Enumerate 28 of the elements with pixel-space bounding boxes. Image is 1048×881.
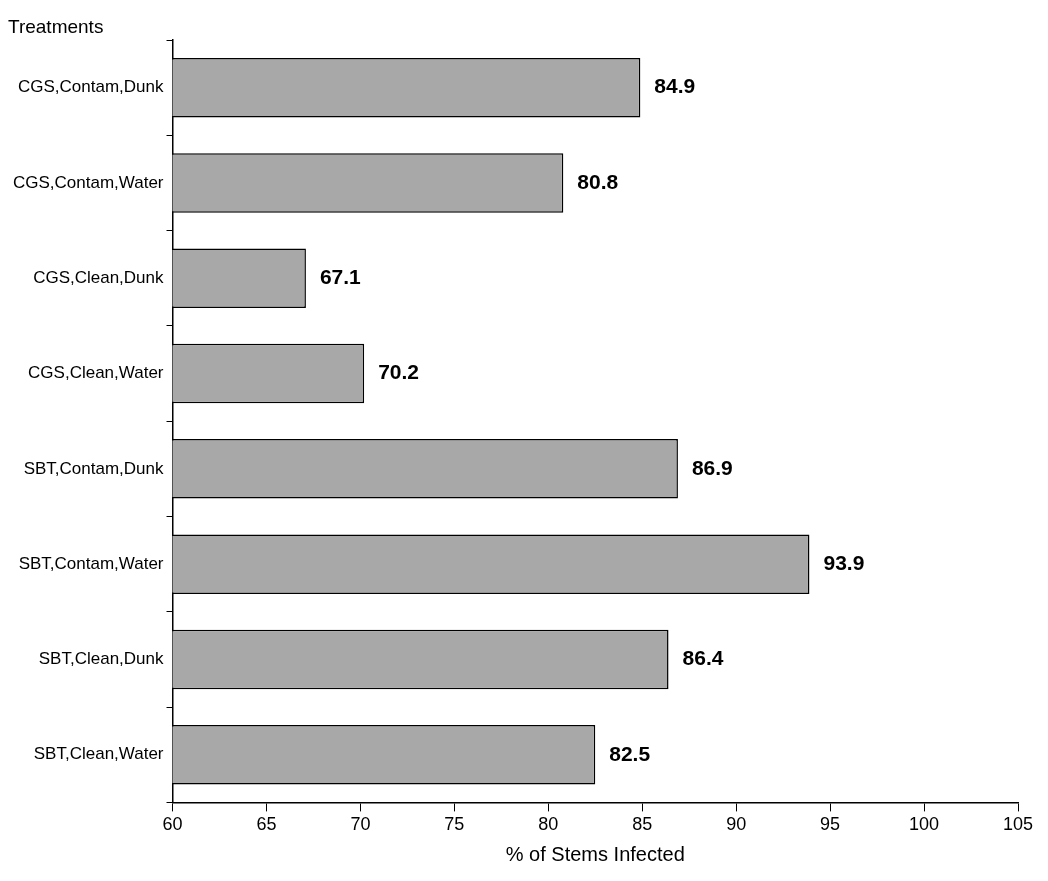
- y-tick-label: CGS,Clean,Dunk: [33, 267, 165, 287]
- data-label: 86.4: [682, 646, 724, 670]
- data-label: 93.9: [823, 550, 865, 574]
- x-tick-label: 85: [632, 814, 653, 835]
- data-label: 80.8: [577, 169, 619, 193]
- x-tick-label: 75: [444, 814, 465, 835]
- x-tick-label: 80: [538, 814, 559, 835]
- data-label: 84.9: [654, 74, 696, 98]
- data-label: 67.1: [319, 265, 362, 289]
- y-tick-label: CGS,Contam,Dunk: [18, 77, 165, 97]
- x-tick-label: 95: [820, 814, 841, 835]
- x-tick-label: 65: [256, 814, 277, 835]
- data-label: 82.5: [609, 741, 651, 765]
- y-tick-label: SBT,Contam,Dunk: [23, 458, 165, 478]
- x-tick-label: 70: [350, 814, 371, 835]
- x-tick-label: 100: [909, 814, 940, 835]
- y-tick-label: SBT,Contam,Water: [18, 553, 164, 573]
- y-tick-label: CGS,Clean,Water: [28, 363, 164, 383]
- data-label: 86.9: [691, 455, 733, 479]
- y-tick-label: CGS,Contam,Water: [12, 172, 164, 192]
- x-tick-label: 105: [1002, 814, 1034, 835]
- y-tick-label: SBT,Clean,Dunk: [38, 649, 165, 669]
- y-axis-title: Treatments: [8, 15, 104, 37]
- x-axis-title: % of Stems Infected: [505, 842, 685, 865]
- data-label: 70.2: [378, 360, 420, 384]
- y-tick-label: SBT,Clean,Water: [33, 744, 164, 764]
- x-tick-label: 60: [162, 814, 183, 835]
- x-tick-label: 90: [726, 814, 747, 835]
